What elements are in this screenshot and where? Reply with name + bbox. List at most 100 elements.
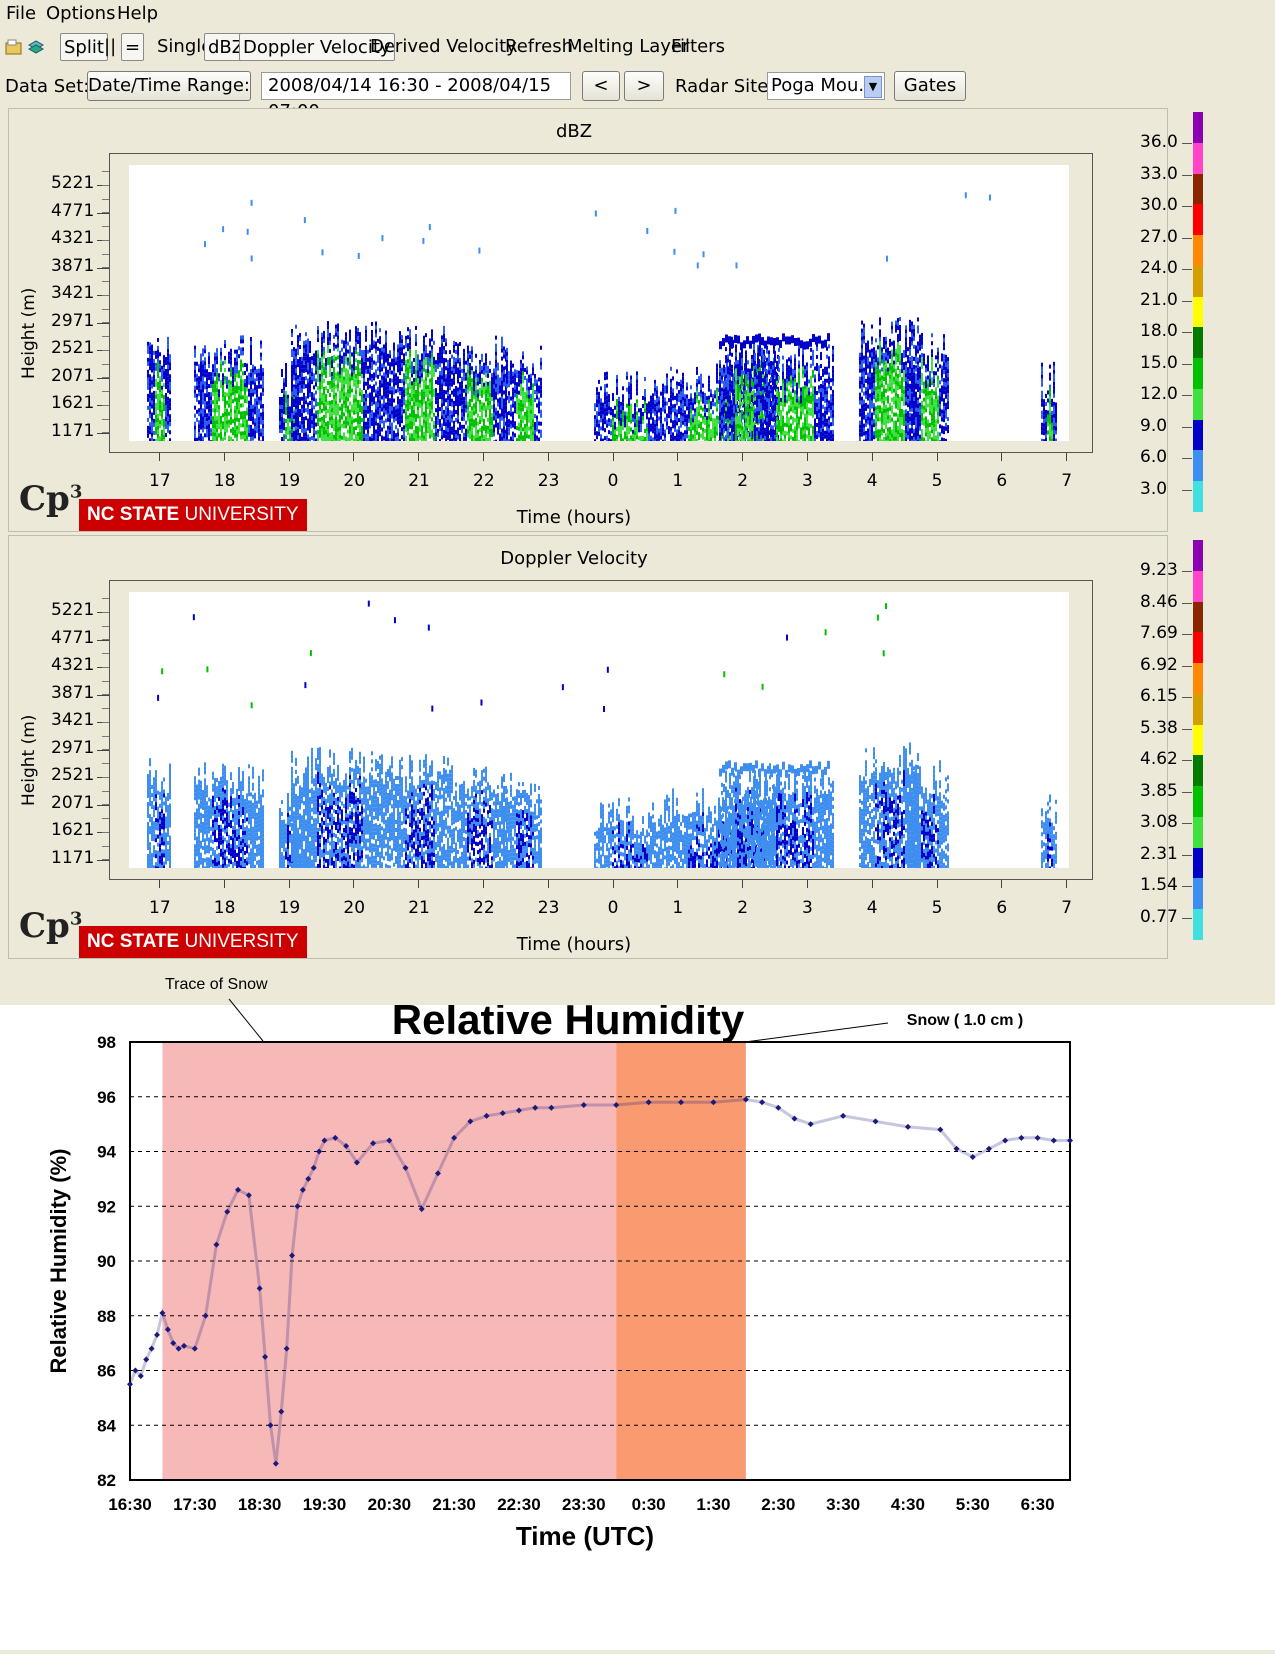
x-tick-label: 22 — [473, 898, 495, 918]
x-tick-label: 3:30 — [826, 1495, 860, 1514]
color-scale-swatch — [1193, 540, 1203, 571]
y-tick-label: 5221 — [51, 600, 94, 620]
dataset-label: Data Set: — [5, 76, 89, 97]
y-minor-tick — [102, 226, 109, 227]
color-scale-tick — [1182, 792, 1192, 793]
y-minor-tick — [102, 694, 109, 695]
rh-data-point — [905, 1124, 911, 1130]
color-scale-label: 4.62 — [1140, 749, 1178, 769]
x-tick-label: 6:30 — [1021, 1495, 1055, 1514]
color-scale-swatch — [1193, 755, 1203, 786]
y-tick-label: 4321 — [51, 228, 94, 248]
x-tick-label: 19 — [279, 898, 301, 918]
x-tick-label: 7 — [1061, 471, 1072, 491]
color-scale-tick — [1182, 886, 1192, 887]
x-tick-label: 19:30 — [303, 1495, 346, 1514]
date-time-range-button[interactable]: Date/Time Range: — [87, 71, 251, 101]
ncsu-nc-text: NC STATE — [87, 504, 179, 525]
color-scale-tick — [1182, 490, 1192, 491]
x-tick-mark — [548, 453, 549, 461]
y-minor-tick — [102, 295, 109, 296]
panel-title: Doppler Velocity — [109, 548, 1039, 569]
x-tick-label: 1:30 — [696, 1495, 730, 1514]
y-minor-tick — [102, 598, 109, 599]
annotation-trace-leader — [225, 995, 275, 1045]
vertical-layout-button[interactable]: || — [101, 33, 119, 61]
color-scale-tick — [1182, 729, 1192, 730]
date-time-range-field[interactable]: 2008/04/14 16:30 - 2008/04/15 07:00 — [261, 72, 571, 100]
color-scale-label: 24.0 — [1140, 258, 1178, 278]
x-tick-mark — [224, 453, 225, 461]
y-minor-tick — [102, 791, 109, 792]
color-scale-label: 0.77 — [1140, 907, 1178, 927]
previous-button[interactable]: < — [582, 71, 620, 101]
color-scale-tick — [1182, 571, 1192, 572]
x-tick-label: 7 — [1061, 898, 1072, 918]
radar-echo-field — [129, 165, 1069, 441]
radar-echo-field — [129, 592, 1069, 868]
y-minor-tick — [102, 212, 109, 213]
color-scale-label: 27.0 — [1140, 227, 1178, 247]
x-tick-mark — [872, 880, 873, 888]
derived-velocity-button[interactable]: Derived Velocity — [367, 33, 520, 61]
next-button[interactable]: > — [624, 71, 664, 101]
color-scale-label: 3.0 — [1140, 479, 1167, 499]
ncsu-univ-text: UNIVERSITY — [184, 504, 298, 525]
color-scale-tick — [1182, 269, 1192, 270]
x-tick-mark — [483, 880, 484, 888]
x-tick-mark — [1001, 880, 1002, 888]
y-minor-tick — [102, 364, 109, 365]
y-tick-label: 3871 — [51, 683, 94, 703]
horizontal-layout-button[interactable]: = — [121, 33, 144, 61]
color-scale-swatch — [1193, 725, 1203, 756]
color-scale-swatch — [1193, 174, 1203, 205]
menu-file[interactable]: File — [6, 3, 36, 24]
y-minor-tick — [102, 171, 109, 172]
x-tick-label: 3 — [802, 471, 813, 491]
x-tick-mark — [937, 453, 938, 461]
color-scale-tick — [1182, 458, 1192, 459]
radar-site-select[interactable]: Poga Mou... ▼ — [767, 72, 885, 100]
color-scale-label: 15.0 — [1140, 353, 1178, 373]
y-tick-label: 86 — [97, 1362, 116, 1381]
x-tick-mark — [677, 880, 678, 888]
menu-options[interactable]: Options — [46, 3, 115, 24]
color-scale-swatch — [1193, 694, 1203, 725]
color-scale-label: 6.15 — [1140, 686, 1178, 706]
x-tick-label: 16:30 — [108, 1495, 151, 1514]
y-tick-label: 3421 — [51, 710, 94, 730]
y-minor-tick — [102, 832, 109, 833]
x-tick-label: 4 — [867, 898, 878, 918]
color-scale-tick — [1182, 697, 1192, 698]
color-scale-swatch — [1193, 450, 1203, 481]
x-tick-mark — [548, 880, 549, 888]
y-tick-label: 96 — [97, 1088, 116, 1107]
x-tick-mark — [353, 453, 354, 461]
menu-help[interactable]: Help — [117, 3, 158, 24]
filters-button[interactable]: Filters — [668, 33, 728, 61]
open-file-icon[interactable] — [5, 38, 23, 56]
color-scale-swatch — [1193, 389, 1203, 420]
y-minor-tick — [102, 240, 109, 241]
layers-icon[interactable] — [27, 38, 45, 56]
y-minor-tick — [102, 185, 109, 186]
chevron-down-icon[interactable]: ▼ — [864, 76, 882, 98]
menu-bar: File Options Help — [0, 0, 1275, 28]
color-scale-label: 1.54 — [1140, 875, 1178, 895]
color-scale-label: 9.23 — [1140, 560, 1178, 580]
color-scale-swatch — [1193, 420, 1203, 451]
color-scale-swatch — [1193, 786, 1203, 817]
color-scale-label: 9.0 — [1140, 416, 1167, 436]
x-tick-mark — [483, 453, 484, 461]
x-tick-label: 0 — [608, 471, 619, 491]
y-tick-label: 4771 — [51, 628, 94, 648]
gates-button[interactable]: Gates — [894, 71, 966, 101]
x-tick-label: 17 — [149, 898, 171, 918]
radar-site-label: Radar Site: — [675, 76, 774, 97]
x-tick-label: 0:30 — [632, 1495, 666, 1514]
y-minor-tick — [102, 667, 109, 668]
y-tick-label: 3421 — [51, 283, 94, 303]
x-tick-label: 17 — [149, 471, 171, 491]
